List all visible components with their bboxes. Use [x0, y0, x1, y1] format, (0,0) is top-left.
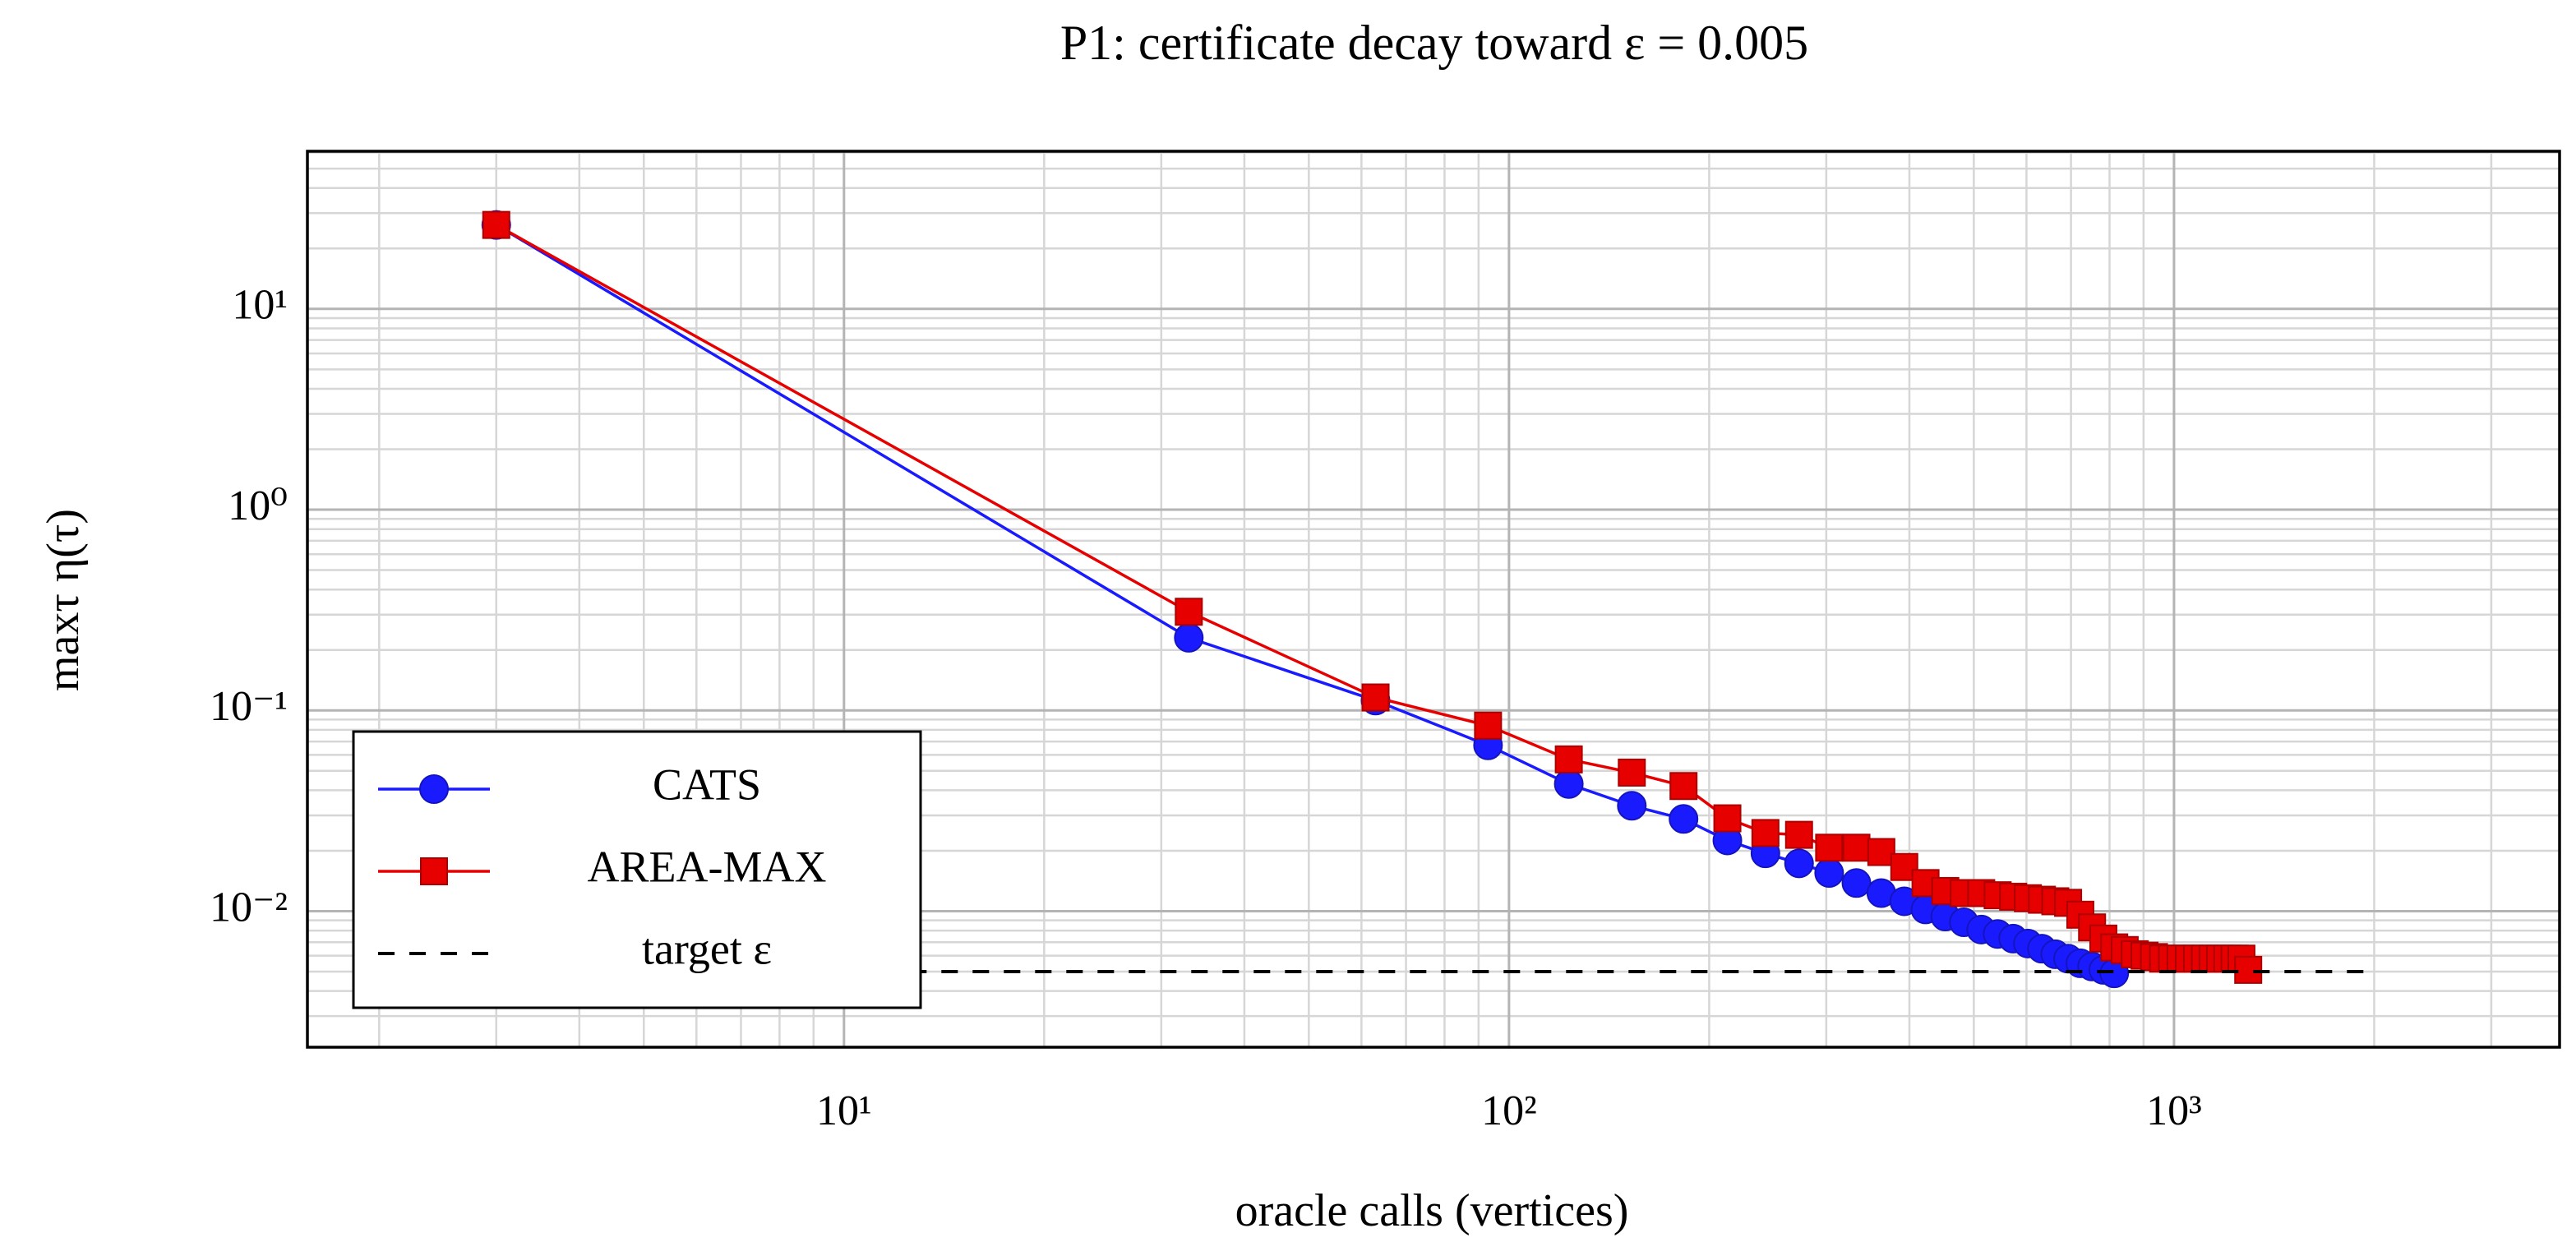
y-axis-label: maxτ η(τ): [38, 509, 89, 691]
marker: [1669, 804, 1699, 834]
marker: [1784, 848, 1814, 879]
marker: [482, 210, 510, 239]
marker: [420, 857, 448, 885]
marker: [1890, 852, 1918, 881]
series: [482, 210, 2263, 984]
y-tick-label: 10⁰: [228, 483, 288, 529]
x-axis-label: oracle calls (vertices): [1235, 1185, 1629, 1236]
marker: [1713, 804, 1742, 833]
y-tick-label: 10⁻²: [210, 884, 288, 930]
x-tick-label: 10²: [1481, 1087, 1537, 1134]
marker: [1554, 745, 1583, 773]
x-tick-label: 10¹: [816, 1087, 872, 1134]
marker: [2234, 955, 2263, 984]
marker: [1814, 857, 1844, 888]
marker: [1175, 598, 1203, 626]
marker: [1361, 683, 1390, 712]
legend-label: AREA-MAX: [588, 842, 827, 891]
y-tick-label: 10⁻¹: [210, 683, 288, 730]
marker: [1617, 791, 1647, 821]
marker: [1618, 758, 1646, 787]
marker: [1474, 711, 1503, 740]
marker: [1815, 833, 1844, 862]
legend-label: target ε: [642, 924, 772, 973]
legend: CATS AREA-MAX target ε: [352, 730, 922, 1009]
marker: [1784, 820, 1813, 849]
marker: [1842, 833, 1871, 862]
marker: [1751, 819, 1780, 847]
axes-frame: [306, 150, 2561, 1049]
legend-label: CATS: [653, 760, 761, 809]
marker: [1174, 622, 1204, 653]
chart-title: P1: certificate decay toward ε = 0.005: [1060, 16, 1808, 70]
x-tick-label: 10³: [2146, 1087, 2202, 1134]
marker: [1867, 838, 1895, 866]
y-tick-label: 10¹: [232, 282, 288, 329]
marker: [1841, 868, 1872, 898]
marker: [419, 774, 449, 804]
marker: [1669, 772, 1698, 801]
marker: [1553, 769, 1584, 799]
